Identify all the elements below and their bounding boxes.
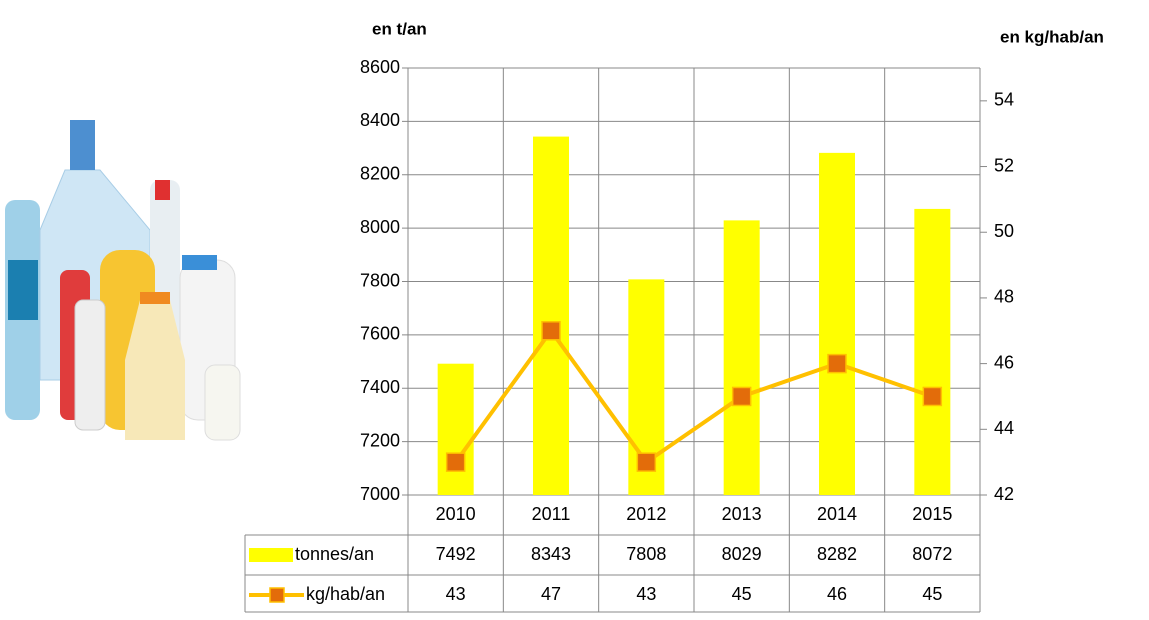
y-tick-label: 7400 xyxy=(360,377,400,397)
table-value: 47 xyxy=(541,584,561,604)
x-tick-label: 2015 xyxy=(912,504,952,524)
legend-label: kg/hab/an xyxy=(306,584,385,604)
y2-tick-label: 44 xyxy=(994,418,1014,438)
y-tick-label: 7600 xyxy=(360,324,400,344)
x-tick-label: 2011 xyxy=(532,504,571,524)
table-value: 43 xyxy=(446,584,466,604)
table-value: 45 xyxy=(732,584,752,604)
y-tick-label: 8600 xyxy=(360,57,400,77)
y-axis-title: en t/an xyxy=(372,19,427,38)
legend-marker xyxy=(270,588,284,602)
table-value: 8029 xyxy=(722,544,762,564)
x-tick-label: 2010 xyxy=(436,504,476,524)
y2-tick-label: 42 xyxy=(994,484,1014,504)
y-tick-label: 7800 xyxy=(360,270,400,290)
x-tick-label: 2014 xyxy=(817,504,857,524)
line-marker xyxy=(923,387,941,405)
bar xyxy=(724,220,760,495)
y-tick-label: 7000 xyxy=(360,484,400,504)
y-tick-label: 8000 xyxy=(360,217,400,237)
y2-tick-label: 48 xyxy=(994,287,1014,307)
bar xyxy=(819,153,855,495)
legend-swatch xyxy=(249,548,293,562)
y-tick-label: 7200 xyxy=(360,430,400,450)
y2-tick-label: 46 xyxy=(994,352,1014,372)
y2-tick-label: 50 xyxy=(994,221,1014,241)
y2-tick-label: 52 xyxy=(994,155,1014,175)
table-value: 8072 xyxy=(912,544,952,564)
bottles-illustration xyxy=(5,120,240,440)
table-value: 8282 xyxy=(817,544,857,564)
line-marker xyxy=(733,387,751,405)
legend-label: tonnes/an xyxy=(295,544,374,564)
bar xyxy=(438,364,474,495)
line-marker xyxy=(447,453,465,471)
line-marker xyxy=(542,322,560,340)
chart: en t/an en kg/hab/an 7000 7200 7400 7600 780… xyxy=(0,0,1149,615)
table-value: 45 xyxy=(922,584,942,604)
bar xyxy=(914,209,950,495)
table-value: 8343 xyxy=(531,544,571,564)
table-value: 43 xyxy=(636,584,656,604)
table-value: 7808 xyxy=(626,544,666,564)
bar xyxy=(533,137,569,495)
y2-tick-label: 54 xyxy=(994,90,1014,110)
table-value: 7492 xyxy=(436,544,476,564)
table-value: 46 xyxy=(827,584,847,604)
y-tick-label: 8400 xyxy=(360,110,400,130)
x-tick-label: 2013 xyxy=(722,504,762,524)
y-tick-label: 8200 xyxy=(360,164,400,184)
line-marker xyxy=(637,453,655,471)
x-tick-label: 2012 xyxy=(626,504,666,524)
line-marker xyxy=(828,355,846,373)
y2-axis-title: en kg/hab/an xyxy=(1000,27,1104,46)
